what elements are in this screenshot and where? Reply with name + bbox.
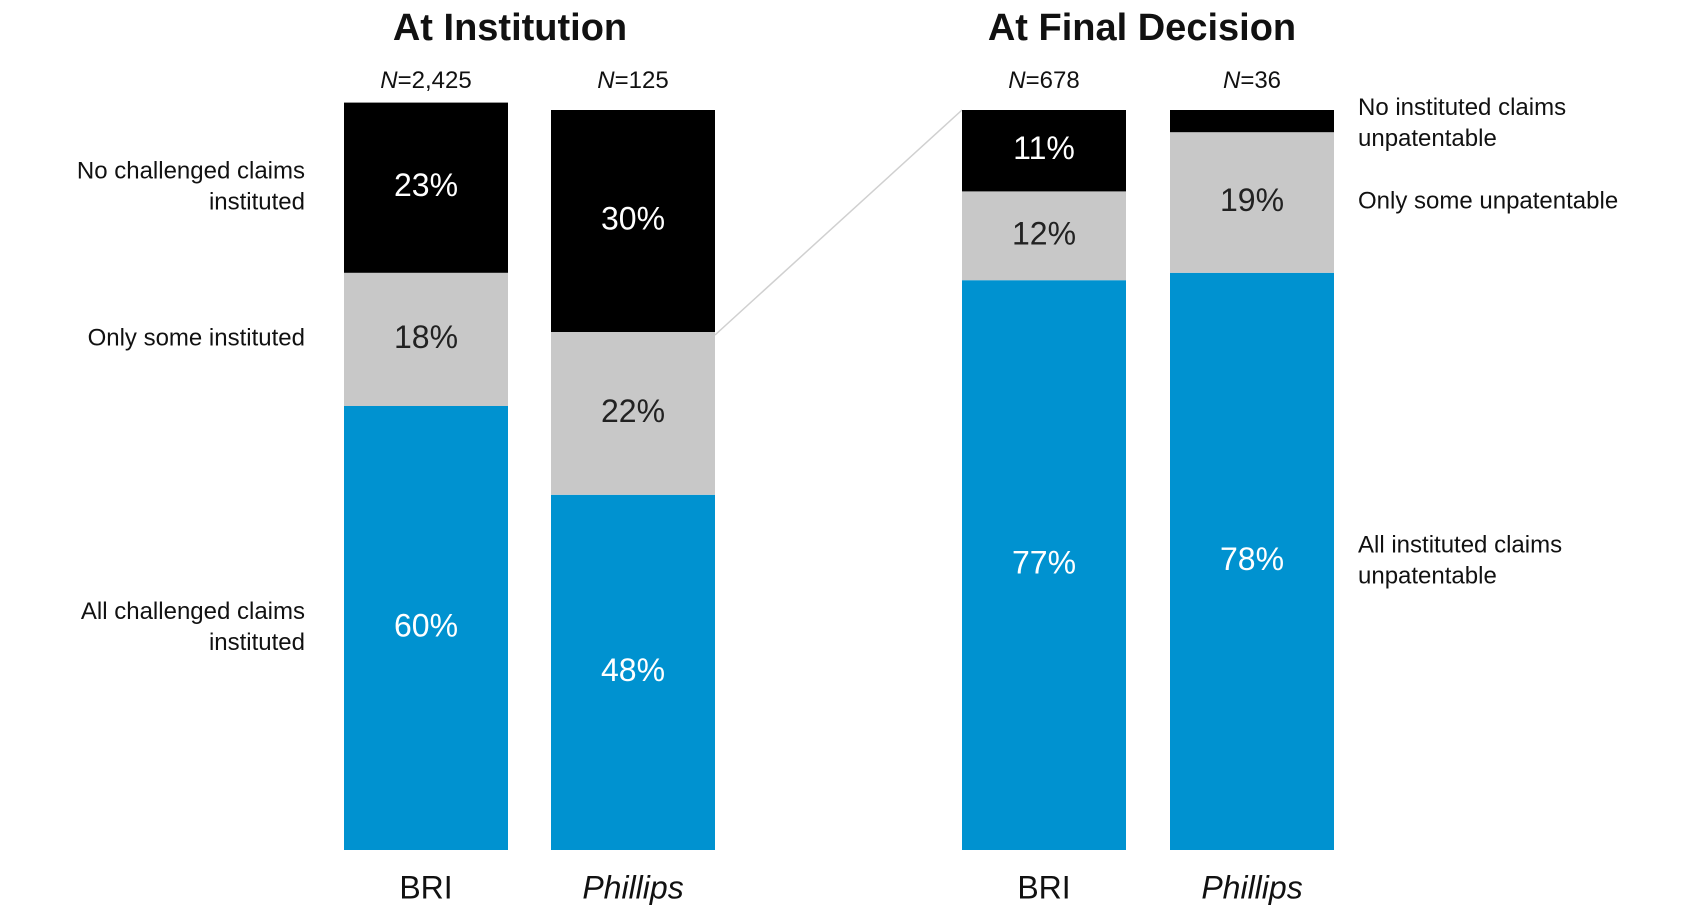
legend-label: No challenged claims instituted	[77, 158, 305, 216]
legend-label: Only some instituted	[88, 325, 305, 352]
bar-segment	[344, 406, 508, 850]
legend-line: unpatentable	[1358, 563, 1497, 590]
n-italic: N	[1223, 67, 1241, 94]
bar-segment	[962, 280, 1126, 850]
n-label: N=2,425	[380, 67, 471, 94]
n-rest: =2,425	[398, 67, 472, 94]
n-italic: N	[380, 67, 398, 94]
n-italic: N	[1008, 67, 1026, 94]
n-italic: N	[597, 67, 615, 94]
legend-label: No instituted claims unpatentable	[1358, 94, 1566, 152]
legend-line: Only some unpatentable	[1358, 188, 1618, 215]
value-label: 19%	[1220, 182, 1284, 218]
value-label: 77%	[1012, 545, 1076, 581]
bar-segment	[344, 272, 508, 406]
n-rest: =678	[1026, 67, 1080, 94]
chart-title: At Institution	[393, 7, 627, 49]
value-label: 78%	[1220, 541, 1284, 577]
n-label: N=678	[1008, 67, 1079, 94]
n-label: N=36	[1223, 67, 1281, 94]
legend-line: instituted	[209, 189, 305, 216]
bar-segment	[1170, 110, 1334, 133]
bar-segment	[1170, 132, 1334, 273]
value-label: 22%	[601, 393, 665, 429]
bar-segment	[962, 110, 1126, 192]
bar-segment	[1170, 272, 1334, 850]
chart-title: At Final Decision	[988, 7, 1296, 49]
legend-line: unpatentable	[1358, 125, 1497, 152]
legend-label: Only some unpatentable	[1358, 188, 1618, 215]
bar-segment	[344, 102, 508, 273]
legend-label: All challenged claims instituted	[81, 598, 305, 656]
n-rest: =36	[1240, 67, 1281, 94]
bar-segment	[962, 191, 1126, 281]
value-label: 18%	[394, 319, 458, 355]
value-label: 48%	[601, 652, 665, 688]
n-label: N=125	[597, 67, 668, 94]
legend-line: All instituted claims	[1358, 532, 1562, 559]
category-label: Phillips	[582, 869, 683, 905]
value-label: 60%	[394, 607, 458, 643]
value-label: 30%	[601, 200, 665, 236]
value-label: 23%	[394, 167, 458, 203]
bar-segment	[551, 494, 715, 850]
bar-segment	[551, 110, 715, 332]
legend-label: All instituted claims unpatentable	[1358, 532, 1562, 590]
value-label: 12%	[1012, 215, 1076, 251]
legend-line: Only some instituted	[88, 325, 305, 352]
category-label: BRI	[1017, 869, 1070, 905]
legend-line: instituted	[209, 629, 305, 656]
connector-line	[714, 109, 963, 336]
legend-line: All challenged claims	[81, 598, 305, 625]
legend-line: No instituted claims	[1358, 94, 1566, 121]
n-rest: =125	[615, 67, 669, 94]
value-label: 11%	[1013, 130, 1075, 166]
category-label: BRI	[399, 869, 452, 905]
category-label: Phillips	[1201, 869, 1302, 905]
bar-segment	[551, 332, 715, 495]
legend-line: No challenged claims	[77, 158, 305, 185]
